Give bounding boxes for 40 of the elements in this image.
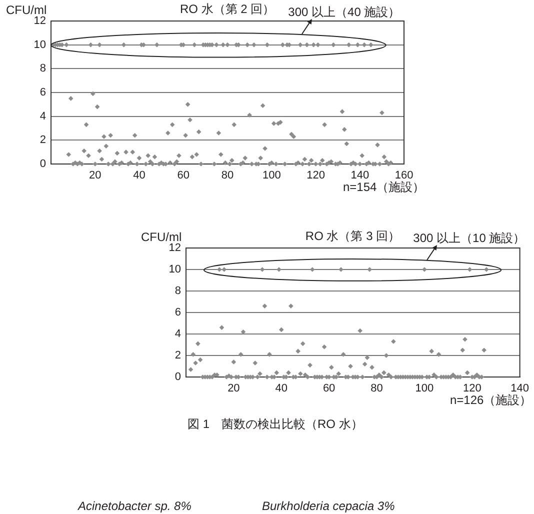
x-axis-title: n=126（施設） bbox=[450, 393, 532, 407]
x-tick-label: 60 bbox=[322, 382, 336, 395]
y-tick-label: 12 bbox=[34, 15, 46, 28]
x-tick-label: 40 bbox=[133, 170, 146, 182]
y-tick-label: 2 bbox=[40, 134, 46, 146]
text: 300 以上（40 施設） bbox=[288, 5, 400, 20]
x-tick-label: 140 bbox=[510, 382, 530, 395]
y-tick-label: 4 bbox=[40, 110, 46, 122]
y-tick-label: 12 bbox=[168, 242, 181, 254]
y-tick-label: 4 bbox=[174, 328, 181, 340]
x-tick-label: 120 bbox=[462, 382, 482, 395]
y-tick-label: 6 bbox=[40, 86, 46, 99]
chart-title: RO 水（第 3 回） bbox=[305, 229, 400, 243]
y-tick-label: 8 bbox=[174, 285, 181, 298]
text: Burkholderia cepacia 3% bbox=[262, 499, 395, 513]
x-tick-label: 120 bbox=[306, 170, 325, 182]
x-tick-label: 100 bbox=[415, 382, 434, 395]
chart-title: RO 水（第 2 回） bbox=[180, 2, 275, 16]
y-tick-label: 6 bbox=[174, 306, 181, 319]
x-tick-label: 20 bbox=[228, 382, 240, 395]
text: 300 以上（10 施設） bbox=[413, 231, 526, 245]
x-tick-label: 160 bbox=[394, 170, 414, 182]
y-axis-title: CFU/ml bbox=[141, 230, 182, 244]
x-tick-label: 100 bbox=[262, 170, 281, 182]
y-tick-label: 10 bbox=[168, 264, 181, 276]
x-axis-title: n=154（施設） bbox=[343, 180, 425, 194]
text: Acinetobacter sp. 8% bbox=[78, 499, 192, 513]
y-tick-label: 2 bbox=[174, 350, 181, 362]
caption: 図 1 菌数の検出比較（RO 水） bbox=[188, 417, 363, 431]
y-tick-label: 8 bbox=[40, 62, 46, 75]
y-tick-label: 10 bbox=[34, 38, 46, 51]
x-tick-label: 40 bbox=[275, 382, 288, 395]
y-tick-label: 0 bbox=[174, 371, 181, 384]
x-tick-label: 80 bbox=[221, 170, 234, 182]
x-tick-label: 140 bbox=[350, 170, 370, 182]
y-tick-label: 0 bbox=[40, 158, 46, 170]
x-tick-label: 60 bbox=[177, 170, 190, 182]
x-tick-label: 80 bbox=[370, 382, 383, 395]
x-tick-label: 20 bbox=[89, 170, 102, 182]
y-axis-title: CFU/ml bbox=[6, 3, 47, 17]
